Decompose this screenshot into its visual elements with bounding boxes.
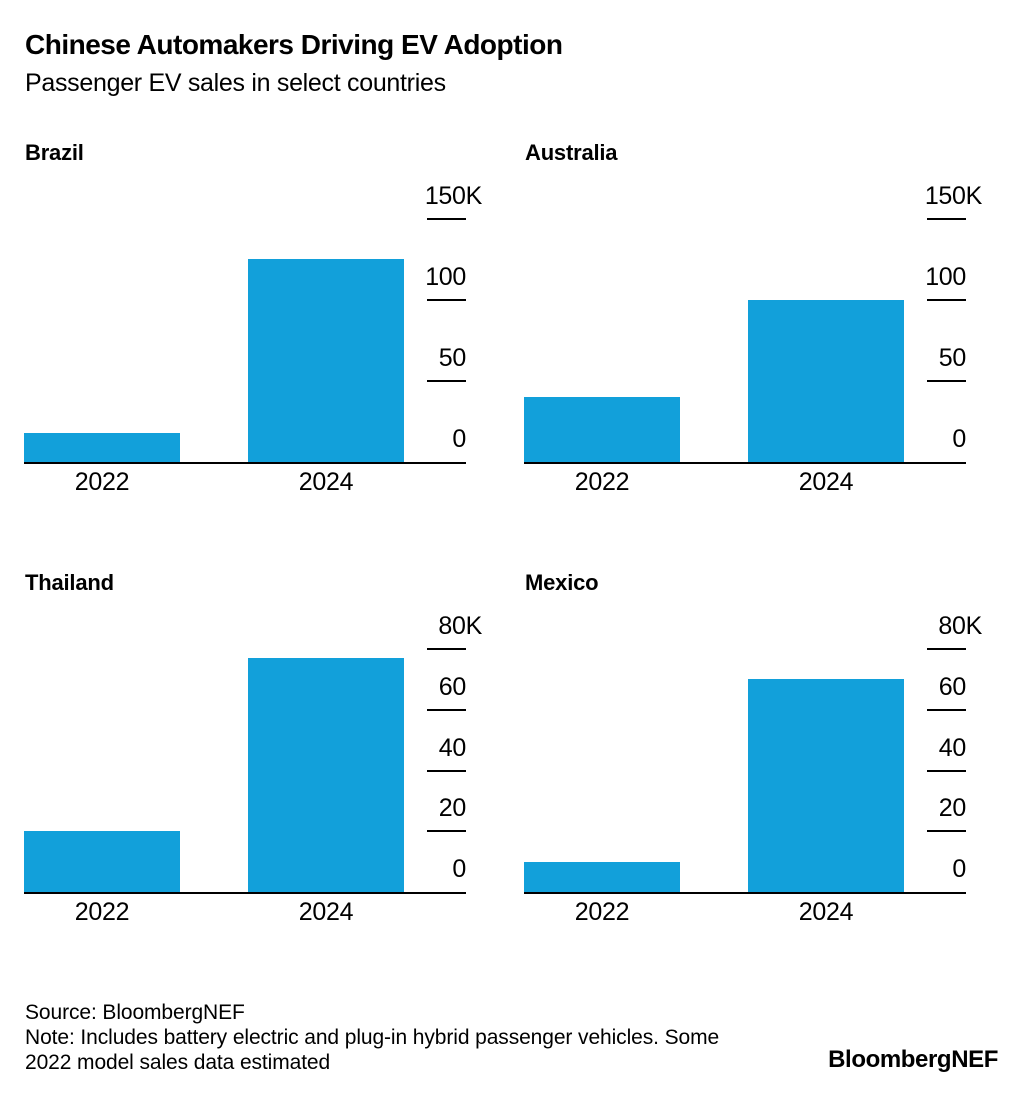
- bar-2022: [524, 862, 680, 892]
- x-axis-line: [524, 462, 966, 464]
- source-note: Source: BloombergNEF: [25, 1001, 245, 1024]
- y-tick-label: 50: [938, 344, 967, 372]
- y-tick-label: 0: [952, 855, 966, 883]
- bar-2022: [24, 831, 180, 892]
- subplot-title: Mexico: [525, 570, 599, 595]
- x-tick-label: 2024: [298, 898, 354, 926]
- x-tick-label: 2022: [574, 468, 630, 496]
- y-tick-mark: [427, 709, 466, 711]
- subplot-title: Brazil: [25, 140, 84, 165]
- footnote-line-2: 2022 model sales data estimated: [25, 1051, 331, 1074]
- y-tick-mark: [427, 830, 466, 832]
- y-tick-label: 150K: [424, 182, 482, 210]
- subplot: Thailand 80K 60 40 20 0 2022 2024: [24, 570, 486, 928]
- bar-2022: [24, 433, 180, 462]
- bar-2022: [524, 397, 680, 462]
- y-tick-label: 50: [438, 344, 467, 372]
- y-tick-mark: [427, 299, 466, 301]
- y-tick-mark: [427, 380, 466, 382]
- y-tick-label: 0: [452, 855, 466, 883]
- x-axis-line: [24, 892, 466, 894]
- bar-2024: [748, 679, 904, 892]
- y-tick-label: 60: [938, 673, 967, 701]
- figure-subtitle: Passenger EV sales in select countries: [25, 69, 446, 97]
- y-tick-label: 20: [438, 794, 467, 822]
- x-axis-line: [524, 892, 966, 894]
- y-tick-mark: [427, 218, 466, 220]
- y-tick-mark: [427, 770, 466, 772]
- figure-title: Chinese Automakers Driving EV Adoption: [25, 29, 563, 60]
- footer: Source: BloombergNEF Note: Includes batt…: [25, 1000, 719, 1075]
- subplot: Brazil 150K 100 50 0 2022 2024: [24, 140, 486, 498]
- bloombergnef-logo: BloombergNEF: [828, 1046, 998, 1073]
- subplot-title: Australia: [525, 140, 618, 165]
- y-tick-label: 40: [438, 734, 467, 762]
- y-tick-label: 0: [952, 425, 966, 453]
- footnote-line-1: Note: Includes battery electric and plug…: [25, 1026, 720, 1049]
- y-tick-label: 100: [425, 263, 466, 291]
- y-tick-mark: [927, 830, 966, 832]
- y-tick-mark: [427, 648, 466, 650]
- subplot: Australia 150K 100 50 0 2022 2024: [524, 140, 986, 498]
- subplot: Mexico 80K 60 40 20 0 2022 2024: [524, 570, 986, 928]
- y-tick-label: 0: [452, 425, 466, 453]
- x-tick-label: 2024: [298, 468, 354, 496]
- y-tick-mark: [927, 299, 966, 301]
- bar-2024: [748, 300, 904, 462]
- y-tick-mark: [927, 380, 966, 382]
- y-tick-mark: [927, 648, 966, 650]
- x-tick-label: 2022: [74, 468, 130, 496]
- y-tick-mark: [927, 770, 966, 772]
- y-tick-label: 60: [438, 673, 467, 701]
- x-tick-label: 2024: [798, 468, 854, 496]
- y-tick-label: 80K: [938, 612, 982, 640]
- bar-2024: [248, 259, 404, 462]
- y-tick-label: 40: [938, 734, 967, 762]
- subplot-title: Thailand: [25, 570, 114, 595]
- x-axis-line: [24, 462, 466, 464]
- x-tick-label: 2022: [74, 898, 130, 926]
- y-tick-mark: [927, 709, 966, 711]
- y-tick-label: 80K: [438, 612, 482, 640]
- y-tick-mark: [927, 218, 966, 220]
- y-tick-label: 20: [938, 794, 967, 822]
- x-tick-label: 2024: [798, 898, 854, 926]
- y-tick-label: 100: [925, 263, 966, 291]
- bar-2024: [248, 658, 404, 892]
- x-tick-label: 2022: [574, 898, 630, 926]
- y-tick-label: 150K: [924, 182, 982, 210]
